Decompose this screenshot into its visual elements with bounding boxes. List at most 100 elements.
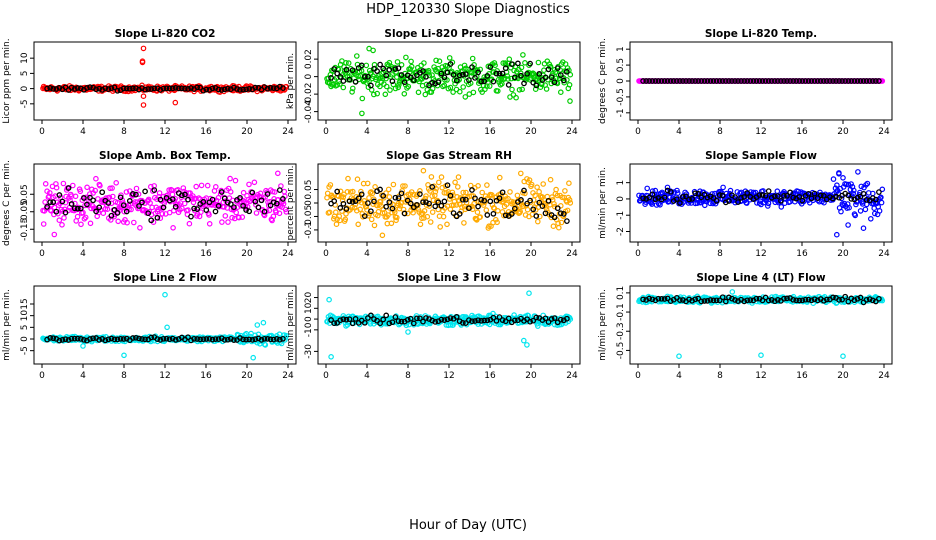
avg-point <box>475 203 481 210</box>
raw-point <box>469 55 476 62</box>
avg-point <box>227 335 234 342</box>
avg-point <box>145 210 152 217</box>
x-tick-label: 16 <box>796 127 808 137</box>
raw-point <box>494 208 501 214</box>
avg-point <box>163 85 170 92</box>
x-tick-label: 16 <box>200 127 212 137</box>
raw-point <box>518 64 525 71</box>
panel-5: Slope Gas Stream RH percent per min. 0 4 8 12… <box>286 150 581 259</box>
raw-point <box>420 74 427 80</box>
avg-point <box>361 73 368 80</box>
y-tick-label: 0.02 <box>304 49 314 69</box>
raw-point <box>540 181 547 187</box>
avg-point <box>105 86 112 92</box>
avg-point <box>747 297 754 303</box>
avg-point <box>771 298 778 305</box>
raw-point <box>547 176 554 183</box>
panel-3: Slope Li-820 Temp. degrees C per min. 0 4 8 1… <box>598 28 893 137</box>
y-tick-label: -0.5 <box>616 88 626 106</box>
raw-point <box>461 220 467 226</box>
raw-point <box>232 177 239 184</box>
avg-point <box>640 195 646 202</box>
raw-point <box>392 85 399 92</box>
avg-point <box>163 335 170 342</box>
avg-point <box>649 296 656 303</box>
avg-point <box>805 296 812 303</box>
avg-point <box>808 195 815 202</box>
avg-point <box>237 194 243 201</box>
raw-point <box>438 174 445 180</box>
raw-point <box>185 207 191 213</box>
avg-point <box>732 194 738 200</box>
avg-point <box>778 197 784 204</box>
avg-point <box>87 336 93 342</box>
raw-point <box>447 84 454 91</box>
outlier-point <box>567 98 573 104</box>
raw-point <box>516 87 523 93</box>
avg-point <box>689 78 695 84</box>
avg-point <box>808 78 815 84</box>
raw-point <box>548 214 555 221</box>
raw-point <box>246 181 252 188</box>
raw-point <box>850 190 857 197</box>
avg-point <box>450 72 457 78</box>
avg-point <box>389 78 396 85</box>
raw-point <box>528 181 535 188</box>
avg-point <box>496 70 503 77</box>
avg-point <box>133 191 139 198</box>
avg-point <box>81 195 87 201</box>
avg-point <box>84 85 90 91</box>
avg-point <box>352 79 359 85</box>
avg-point <box>249 189 256 196</box>
avg-point <box>530 317 537 324</box>
raw-point <box>81 216 88 222</box>
raw-point <box>514 192 521 199</box>
avg-point <box>802 78 809 84</box>
raw-point <box>344 189 351 195</box>
avg-point <box>392 314 399 320</box>
avg-point <box>194 336 201 342</box>
avg-point <box>395 195 402 202</box>
avg-point <box>154 214 161 221</box>
raw-point <box>40 221 47 227</box>
avg-point <box>667 189 674 195</box>
avg-point <box>133 334 139 341</box>
avg-point <box>744 297 751 304</box>
raw-point <box>415 89 422 96</box>
x-tick-label: 20 <box>525 127 537 137</box>
raw-point <box>517 70 524 77</box>
x-tick-label: 4 <box>676 249 682 259</box>
avg-point <box>722 78 729 84</box>
raw-point <box>383 190 389 196</box>
avg-point <box>160 204 167 211</box>
avg-point <box>704 78 711 84</box>
avg-point <box>848 78 855 84</box>
avg-point <box>102 337 109 344</box>
raw-point <box>109 185 115 191</box>
raw-point <box>370 91 377 98</box>
avg-point <box>346 198 353 205</box>
raw-point <box>558 219 565 226</box>
raw-point <box>386 194 393 200</box>
avg-point <box>869 78 876 84</box>
avg-point <box>811 296 818 303</box>
raw-point <box>404 75 411 82</box>
avg-point <box>136 335 142 342</box>
x-tick-label: 4 <box>364 371 370 381</box>
avg-point <box>487 198 494 205</box>
avg-point <box>160 335 167 342</box>
outlier-point <box>403 54 409 61</box>
raw-point <box>186 220 193 227</box>
avg-point <box>738 78 744 84</box>
x-tick-label: 0 <box>323 127 329 137</box>
raw-point <box>374 90 381 97</box>
y-tick-label: 0 <box>616 196 626 202</box>
raw-point <box>417 67 423 74</box>
avg-point <box>533 213 540 219</box>
raw-point <box>474 209 481 216</box>
avg-point <box>361 319 368 326</box>
raw-point <box>401 91 408 97</box>
x-tick-label: 4 <box>80 371 86 381</box>
raw-point <box>519 86 526 93</box>
avg-point <box>802 296 809 303</box>
